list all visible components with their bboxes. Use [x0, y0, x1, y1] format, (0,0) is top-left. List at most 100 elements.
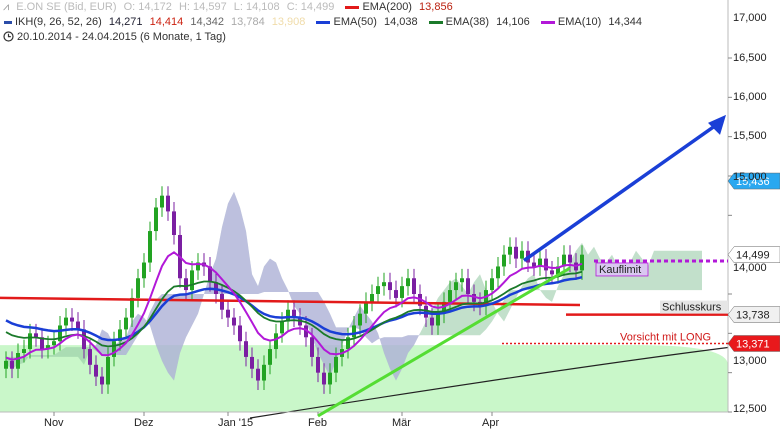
schlusskurs-label: Schlusskurs — [662, 302, 722, 314]
ema10-label: EMA(10) — [557, 16, 602, 28]
ikh-value-5: 13,908 — [271, 16, 306, 28]
ema50-swatch — [316, 20, 331, 24]
candle-body — [64, 317, 68, 326]
target-arrow — [522, 119, 724, 262]
candle-body — [412, 278, 416, 294]
candle-body — [196, 262, 200, 271]
candle-body — [238, 325, 242, 342]
x-tick-label: Mär — [392, 417, 411, 429]
candle-body — [370, 294, 374, 302]
price-tag-13738-label: 13,738 — [736, 310, 770, 322]
candle-body — [112, 341, 116, 357]
y-tick-label: 13,000 — [733, 355, 767, 367]
candle-body — [124, 317, 128, 330]
candle-body — [244, 341, 248, 357]
instrument-label: E.ON SE (Bid, EUR) — [16, 1, 117, 13]
price-tag-15436-label: 15,436 — [736, 176, 770, 188]
candle-body — [208, 266, 212, 283]
price-tag-14499-box — [727, 246, 780, 263]
candle-body — [256, 368, 260, 381]
candle-body — [562, 254, 566, 267]
candle-body — [466, 278, 470, 294]
ema10-value: 14,344 — [608, 16, 642, 28]
y-tick-label: 14,000 — [733, 262, 767, 274]
ikh-value-2: 14,414 — [149, 16, 184, 28]
candle-body — [454, 282, 458, 291]
candle-body — [364, 301, 368, 314]
schlusskurs-box — [660, 300, 728, 314]
candle-body — [136, 278, 140, 298]
candle-body — [502, 254, 506, 267]
ema50-line — [5, 275, 583, 342]
ema200-swatch — [345, 5, 360, 9]
candle-body — [94, 364, 98, 377]
candle-body — [130, 297, 134, 318]
x-tick-label: Apr — [482, 417, 499, 429]
x-tick-label: Jan '15 — [218, 417, 253, 429]
candle-body — [166, 195, 170, 212]
candle-body — [250, 356, 254, 369]
x-tick-label: Dez — [134, 417, 154, 429]
candle-body — [22, 349, 26, 353]
chart-type-icon: ⩘ — [3, 1, 10, 13]
y-tick-label: 15,000 — [733, 171, 767, 183]
candle-body — [232, 317, 236, 326]
background-layer — [0, 345, 729, 419]
clock-icon — [3, 31, 14, 42]
candle-body — [436, 313, 440, 326]
ema200-label: EMA(200) — [362, 1, 412, 13]
kauflimit-box — [595, 262, 649, 277]
ema38-swatch — [428, 20, 443, 24]
candle-body — [406, 278, 410, 287]
candle-body — [268, 349, 272, 365]
candle-body — [508, 246, 512, 255]
candle-body — [316, 356, 320, 373]
candle-body — [58, 325, 62, 342]
candle-body — [292, 309, 296, 318]
legend-row-2: IKH(9, 26, 52, 26) 14,271 14,414 14,342 … — [0, 15, 646, 30]
chart-legend: ⩘ E.ON SE (Bid, EUR) O: 14,172 H: 14,597… — [0, 0, 646, 45]
candle-body — [226, 309, 230, 318]
candle-body — [490, 278, 494, 291]
support-curve — [249, 346, 729, 419]
candle-body — [394, 290, 398, 298]
candle-body — [4, 360, 8, 369]
candle-body — [376, 286, 380, 294]
candle-body — [556, 266, 560, 275]
candle-body — [142, 262, 146, 279]
candle-body — [328, 372, 332, 385]
candle-body — [172, 211, 176, 235]
candle-body — [40, 337, 44, 350]
candle-body — [34, 333, 38, 338]
candle-body — [424, 305, 428, 318]
candle-body — [100, 376, 104, 385]
candle-body — [304, 325, 308, 338]
candle-body — [334, 356, 338, 373]
support-zone — [0, 345, 728, 412]
close-value: C: 14,499 — [286, 1, 335, 13]
candle-body — [472, 294, 476, 302]
candle-body — [484, 290, 488, 306]
axes: 17,000 16,500 16,000 15,500 15,000 14,00… — [44, 12, 767, 429]
y-tick-label: 16,000 — [733, 91, 767, 103]
ema10-swatch — [540, 20, 555, 24]
candle-body — [382, 282, 386, 287]
y-tick-label: 17,000 — [733, 12, 767, 24]
ikh-value-3: 14,342 — [190, 16, 224, 28]
candle-body — [148, 231, 152, 263]
candle-body — [430, 317, 434, 326]
ikh-value-1: 14,271 — [108, 16, 143, 28]
candle-body — [514, 246, 518, 259]
kauflimit-label: Kauflimit — [599, 264, 641, 276]
candle-body — [82, 329, 86, 350]
candle-body — [322, 372, 326, 385]
price-tag-13371-box — [727, 335, 780, 352]
x-tick-label: Feb — [308, 417, 327, 429]
candle-body — [310, 337, 314, 357]
candle-body — [352, 325, 356, 338]
ema200-value: 13,856 — [419, 1, 453, 13]
candle-body — [190, 270, 194, 291]
candle-body — [274, 333, 278, 350]
candle-body — [550, 270, 554, 275]
y-tick-label: 16,500 — [733, 52, 767, 64]
